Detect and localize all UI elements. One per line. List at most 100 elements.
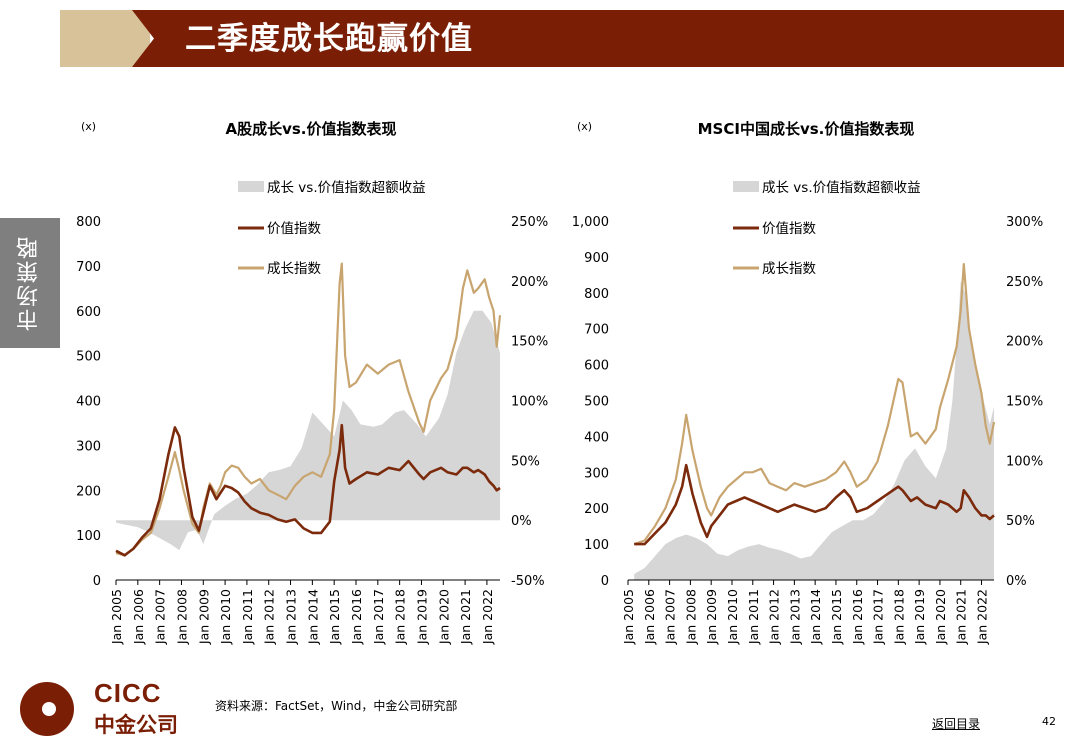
cicc-logo: CICC 中金公司	[18, 676, 208, 738]
x-tick-label: Jan 2005	[109, 589, 124, 645]
x-tick-label: Jan 2017	[871, 589, 886, 645]
value-index-line	[115, 423, 501, 557]
x-tick-label: Jan 2005	[621, 589, 636, 645]
x-tick-label: Jan 2020	[436, 589, 451, 645]
value-index-line	[634, 463, 995, 546]
left-tick-label: 100	[76, 529, 101, 544]
legend-label-value: 价值指数	[762, 221, 816, 237]
x-tick-label: Jan 2022	[975, 589, 990, 645]
chart-msci-china: MSCI中国成长vs.价值指数表现 (x) 0 100 200 300 400 500 600 7…	[572, 120, 1043, 645]
x-tick-label: Jan 2012	[262, 589, 277, 645]
x-tick-label: Jan 2008	[175, 589, 190, 645]
right-tick-label: 50%	[1006, 514, 1035, 529]
x-tick-label: Jan 2006	[131, 589, 146, 645]
right-tick-label: 100%	[511, 395, 548, 410]
logo-text-cn: 中金公司	[94, 713, 178, 737]
right-tick-label: 250%	[511, 215, 548, 230]
x-tick-label: Jan 2017	[371, 589, 386, 645]
logo-text-en: CICC	[94, 678, 162, 708]
left-tick-label: 600	[76, 305, 101, 320]
growth-index-line	[633, 263, 996, 546]
x-tick-label: Jan 2018	[891, 589, 906, 645]
x-tick-label: Jan 2009	[196, 589, 211, 645]
left-tick-label: 0	[93, 574, 101, 589]
x-tick-label: Jan 2014	[808, 589, 823, 645]
legend-label-excess: 成长 vs.价值指数超额收益	[267, 180, 426, 196]
source-note: 资料来源：FactSet，Wind，中金公司研究部	[215, 699, 458, 713]
left-tick-label: 1,000	[572, 215, 609, 230]
chart-title: MSCI中国成长vs.价值指数表现	[698, 120, 915, 138]
left-tick-label: 500	[76, 350, 101, 365]
legend-label-growth: 成长指数	[267, 261, 321, 277]
left-tick-label: 0	[601, 574, 609, 589]
x-tick-label: Jan 2011	[746, 589, 761, 645]
section-tab-label: 市场策略	[17, 235, 42, 331]
left-tick-label: 100	[584, 538, 609, 553]
back-to-contents-link[interactable]: 返回目录	[932, 717, 981, 731]
x-tick-label: Jan 2019	[415, 589, 430, 645]
x-tick-label: Jan 2009	[704, 589, 719, 645]
left-tick-label: 700	[584, 323, 609, 338]
cicc-logo-icon	[20, 682, 74, 736]
x-tick-label: Jan 2015	[829, 589, 844, 645]
left-tick-label: 800	[584, 287, 609, 302]
x-tick-label: Jan 2013	[787, 589, 802, 645]
left-tick-label: 800	[76, 215, 101, 230]
right-tick-label: 200%	[1006, 335, 1043, 350]
legend-label-growth: 成长指数	[762, 261, 816, 277]
x-tick-label: Jan 2010	[725, 589, 740, 645]
page-title: 二季度成长跑赢价值	[185, 21, 473, 57]
growth-index-line	[115, 262, 502, 557]
right-tick-label: -50%	[511, 574, 545, 589]
left-tick-label: 200	[584, 502, 609, 517]
legend-label-excess: 成长 vs.价值指数超额收益	[762, 180, 921, 196]
chart-title: A股成长vs.价值指数表现	[225, 120, 396, 138]
legend-label-value: 价值指数	[267, 221, 321, 237]
left-tick-label: 400	[76, 395, 101, 410]
chart-a-share: A股成长vs.价值指数表现 (x) 0 100 200 300 400 500 600 700 80…	[76, 120, 548, 645]
x-tick-label: Jan 2021	[458, 589, 473, 645]
x-tick-label: Jan 2012	[767, 589, 782, 645]
legend-swatch-excess	[238, 181, 264, 192]
section-tab: 市场策略	[0, 218, 60, 348]
left-tick-label: 900	[584, 251, 609, 266]
x-tick-label: Jan 2006	[642, 589, 657, 645]
right-tick-label: 250%	[1006, 275, 1043, 290]
x-tick-label: Jan 2011	[240, 589, 255, 645]
left-tick-label: 700	[76, 260, 101, 275]
left-tick-label: 300	[584, 466, 609, 481]
left-tick-label: 400	[584, 430, 609, 445]
excess-return-area	[116, 310, 500, 551]
left-tick-label: 600	[584, 359, 609, 374]
unit-label: (x)	[81, 120, 96, 133]
x-tick-label: Jan 2007	[153, 589, 168, 645]
x-tick-label: Jan 2021	[954, 589, 969, 645]
x-tick-label: Jan 2022	[480, 589, 495, 645]
right-tick-label: 200%	[511, 275, 548, 290]
x-tick-label: Jan 2008	[683, 589, 698, 645]
right-tick-label: 0%	[511, 514, 532, 529]
x-tick-label: Jan 2013	[284, 589, 299, 645]
x-tick-label: Jan 2007	[663, 589, 678, 645]
right-tick-label: 100%	[1006, 454, 1043, 469]
right-tick-label: 150%	[511, 335, 548, 350]
x-tick-label: Jan 2018	[393, 589, 408, 645]
unit-label: (x)	[577, 120, 592, 133]
x-tick-label: Jan 2020	[933, 589, 948, 645]
x-tick-label: Jan 2016	[850, 589, 865, 645]
x-tick-label: Jan 2019	[912, 589, 927, 645]
header-accent	[60, 10, 150, 67]
x-tick-label: Jan 2014	[305, 589, 320, 645]
x-tick-label: Jan 2010	[218, 589, 233, 645]
x-tick-label: Jan 2016	[349, 589, 364, 645]
x-tick-label: Jan 2015	[327, 589, 342, 645]
page-number: 42	[1042, 715, 1056, 728]
right-tick-label: 0%	[1006, 574, 1027, 589]
right-tick-label: 150%	[1006, 395, 1043, 410]
left-tick-label: 500	[584, 395, 609, 410]
left-tick-label: 200	[76, 484, 101, 499]
legend-swatch-excess	[733, 181, 759, 192]
excess-return-area	[634, 280, 994, 580]
right-tick-label: 300%	[1006, 215, 1043, 230]
right-tick-label: 50%	[511, 454, 540, 469]
